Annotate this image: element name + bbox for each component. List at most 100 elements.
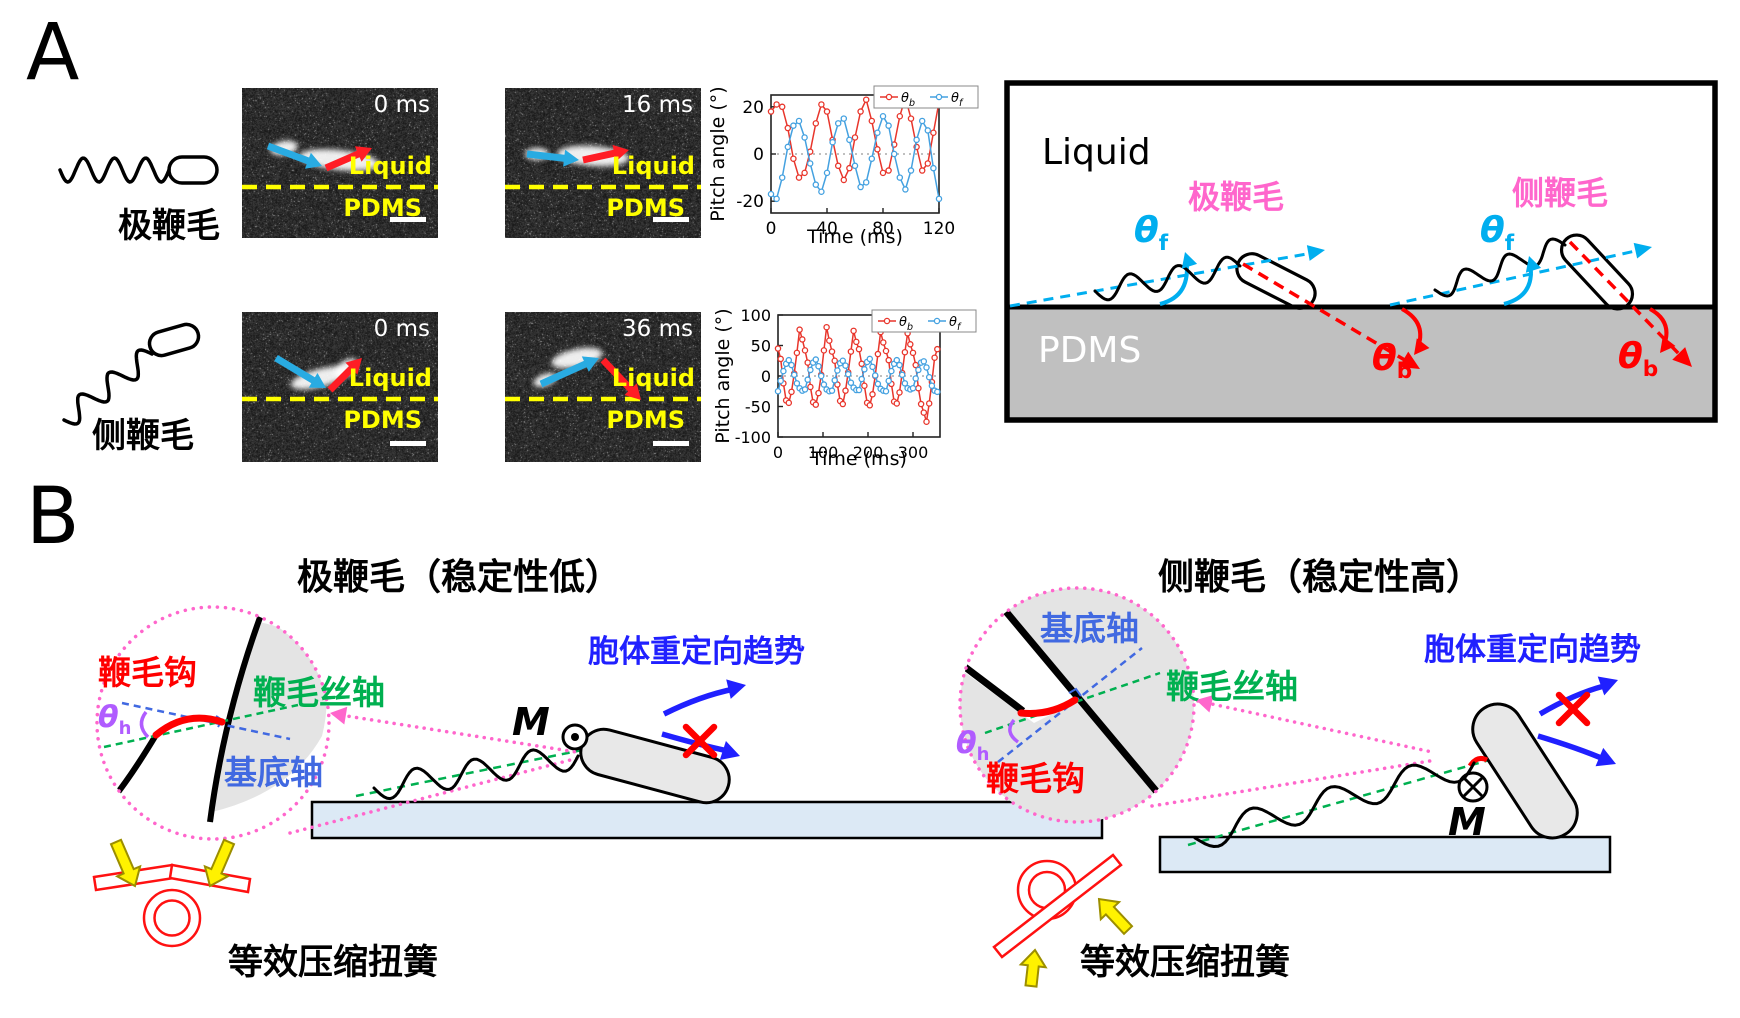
substrate-surface bbox=[312, 802, 1102, 838]
arrowhead-icon bbox=[1598, 676, 1618, 695]
arrowhead-icon bbox=[720, 741, 740, 760]
svg-text:0: 0 bbox=[773, 443, 783, 462]
inset-bg bbox=[97, 607, 329, 839]
svg-text:80: 80 bbox=[872, 219, 894, 239]
cell-body bbox=[576, 724, 735, 808]
arrowhead-icon bbox=[1414, 338, 1429, 355]
spring-coil bbox=[155, 901, 190, 936]
flagellum-wave bbox=[374, 750, 578, 799]
liquid-label: Liquid bbox=[612, 152, 695, 180]
flagellum-line bbox=[96, 735, 156, 824]
arrowhead-icon bbox=[726, 679, 746, 698]
reorientation-label: 胞体重定向趋势 bbox=[1424, 624, 1641, 669]
torque-x bbox=[1464, 778, 1482, 796]
theta-h-label: θh bbox=[956, 726, 989, 765]
theta-h-arc bbox=[141, 712, 148, 737]
hook-label: 鞭毛钩 bbox=[98, 646, 197, 694]
arrowhead-icon bbox=[1634, 243, 1652, 259]
svg-text:100: 100 bbox=[808, 443, 839, 462]
lateral-bacterium-schematic bbox=[147, 322, 202, 359]
blocked-x-icon bbox=[1559, 695, 1587, 723]
spring-label: 等效压缩扭簧 bbox=[228, 934, 438, 985]
svg-text:θb: θb bbox=[899, 315, 913, 333]
spring-coil bbox=[144, 890, 200, 946]
pdms-region-label: PDMS bbox=[1038, 330, 1141, 371]
flagellum-line bbox=[961, 664, 1023, 711]
liquid-label: Liquid bbox=[349, 364, 432, 392]
reorientation-label: 胞体重定向趋势 bbox=[588, 626, 805, 671]
svg-text:Pitch angle (°): Pitch angle (°) bbox=[707, 86, 729, 221]
svg-text:θb: θb bbox=[901, 91, 915, 109]
inset-circle bbox=[97, 607, 329, 839]
svg-text:Time (ms): Time (ms) bbox=[806, 226, 903, 248]
fat-arrow-icon bbox=[111, 840, 140, 886]
torsion-spring bbox=[94, 865, 250, 946]
svg-text:-50: -50 bbox=[745, 398, 771, 417]
spring-label: 等效压缩扭簧 bbox=[1080, 934, 1290, 985]
flagellum-axis-dashed-1 bbox=[1010, 252, 1318, 306]
arrowhead-icon bbox=[1526, 256, 1541, 273]
flagellum-wave bbox=[1195, 763, 1474, 847]
pdms-label: PDMS bbox=[343, 406, 422, 434]
micrograph-polar-frame2: 16 ms Liquid PDMS bbox=[505, 88, 701, 238]
reorient-arrow-down bbox=[1538, 736, 1606, 760]
zoom-wedge-line bbox=[1152, 760, 1436, 806]
liquid-region-label: Liquid bbox=[1042, 132, 1151, 173]
blocked-x-icon bbox=[1559, 695, 1587, 723]
zoom-wedge-line bbox=[1198, 701, 1432, 752]
svg-text:20: 20 bbox=[742, 98, 764, 118]
basal-axis-label: 基底轴 bbox=[1040, 602, 1139, 650]
svg-text:40: 40 bbox=[816, 219, 838, 239]
flagellum-wave bbox=[60, 158, 169, 182]
fat-arrow-icon bbox=[1021, 950, 1046, 987]
svg-text:Pitch angle (°): Pitch angle (°) bbox=[712, 308, 734, 443]
fat-arrow-icon bbox=[205, 840, 234, 886]
cell-body bbox=[147, 322, 202, 359]
svg-text:0: 0 bbox=[761, 367, 771, 386]
theta-f-label-1: θf bbox=[1134, 210, 1168, 256]
flagellar-hook bbox=[156, 718, 222, 735]
theta-b-label-1: θb bbox=[1372, 338, 1412, 384]
cell-body bbox=[169, 157, 217, 183]
pdms-label: PDMS bbox=[606, 406, 685, 434]
panel-a-letter: A bbox=[26, 14, 79, 92]
svg-text:-20: -20 bbox=[736, 192, 764, 212]
scale-bar bbox=[390, 217, 426, 222]
arrowhead-icon bbox=[1182, 252, 1197, 269]
filament-axis-dashed bbox=[985, 673, 1160, 733]
svg-text:θf: θf bbox=[951, 91, 964, 109]
spring-arm bbox=[94, 865, 174, 890]
theta-f-arc-2 bbox=[1504, 262, 1531, 304]
basal-axis-label: 基底轴 bbox=[224, 746, 323, 794]
panelB-left-title: 极鞭毛（稳定性低） bbox=[297, 548, 621, 600]
timestamp: 36 ms bbox=[622, 316, 693, 342]
svg-text:0: 0 bbox=[753, 145, 764, 165]
zoom-wedge-line bbox=[290, 758, 578, 833]
svg-text:0: 0 bbox=[766, 219, 777, 239]
spring-coil bbox=[1029, 872, 1065, 908]
right-angle-marker bbox=[1069, 689, 1081, 696]
svg-text:Time (ms): Time (ms) bbox=[810, 448, 907, 470]
timestamp: 16 ms bbox=[622, 92, 693, 118]
arrowhead-icon bbox=[1596, 748, 1616, 766]
schematic-polar-label: 极鞭毛 bbox=[1188, 172, 1284, 218]
polar-row-label: 极鞭毛 bbox=[118, 198, 220, 247]
theta-f-arc-1 bbox=[1160, 258, 1187, 304]
right-angle-marker bbox=[216, 716, 222, 727]
torque-m-label: M bbox=[512, 700, 550, 744]
reorient-arrow-up bbox=[1540, 686, 1604, 714]
theta-h-arc bbox=[1010, 720, 1018, 742]
filament-axis-label: 鞭毛丝轴 bbox=[1166, 660, 1298, 708]
flagellum-axis-dashed-2 bbox=[1390, 250, 1640, 305]
polar-cell-body bbox=[1232, 249, 1320, 314]
spring-arm bbox=[170, 865, 250, 892]
torque-out-of-page-icon bbox=[563, 725, 587, 749]
flagellum-wave bbox=[1095, 257, 1240, 300]
lateral-cell-body bbox=[1555, 229, 1638, 315]
flagellar-hook bbox=[1021, 700, 1075, 713]
micrograph-lateral-frame1: 0 ms Liquid PDMS bbox=[242, 312, 438, 462]
svg-text:100: 100 bbox=[740, 306, 771, 325]
blocked-x-icon bbox=[686, 727, 714, 755]
theta-b-label-2: θb bbox=[1618, 336, 1658, 382]
filament-axis-label: 鞭毛丝轴 bbox=[253, 666, 385, 714]
